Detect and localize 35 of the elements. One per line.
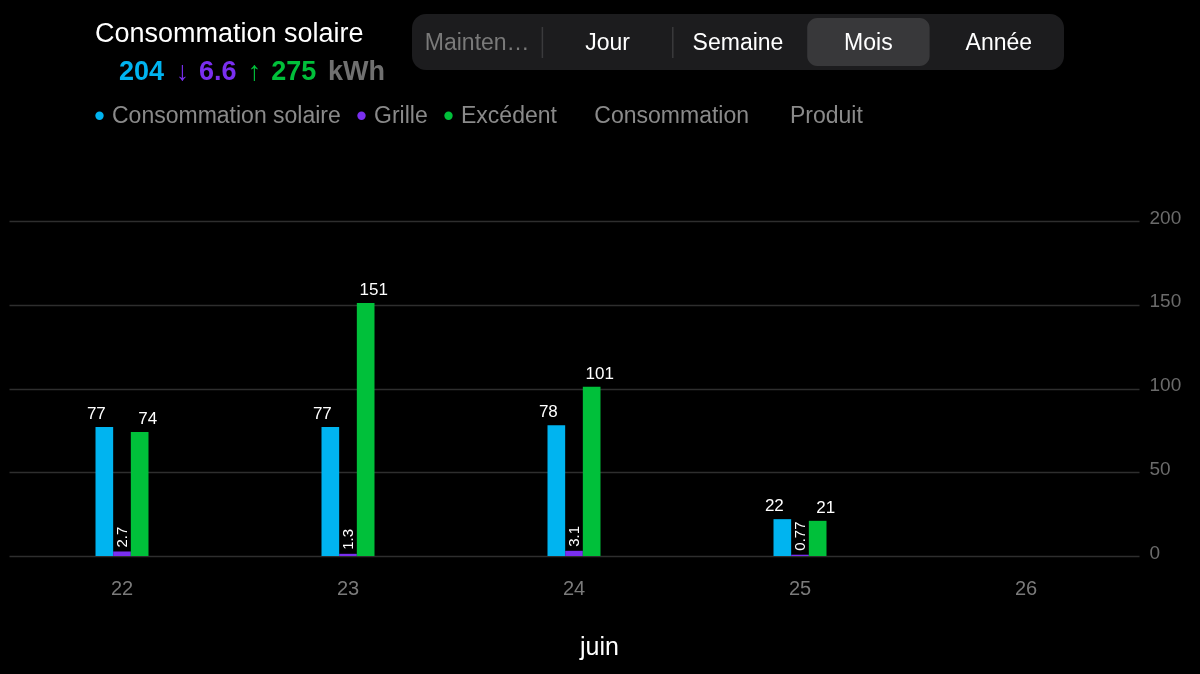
legend-label: Consommation solaire — [112, 101, 341, 128]
text: Produit — [789, 102, 864, 128]
data-label: 151 — [359, 280, 388, 300]
x-axis-title: juin — [579, 631, 619, 660]
x-tick-label: 23 — [336, 576, 360, 599]
data-label: 101 — [585, 363, 614, 383]
x-tick-label: 24 — [562, 576, 586, 599]
x-tick-label: 25 — [788, 576, 812, 599]
text: Jour — [585, 29, 631, 55]
data-label: 77 — [312, 404, 332, 424]
text: Année — [965, 29, 1033, 55]
y-tick-label: 0 — [1149, 541, 1161, 563]
y-tick-label: 100 — [1149, 374, 1182, 395]
text: Mois — [844, 29, 893, 55]
y-tick-label: 150 — [1149, 290, 1182, 312]
y-tick-label: 200 — [1149, 206, 1182, 228]
data-label: 74 — [138, 409, 158, 429]
data-label: 1.3 — [339, 528, 356, 550]
legend-label: Excédent — [461, 101, 558, 128]
chart-subtitle: 204 ↓ 6.6 ↑ 275 kWh — [119, 56, 385, 86]
data-label: 3.1 — [565, 525, 582, 547]
data-label: 2.7 — [113, 526, 130, 548]
x-tick-label: 26 — [1014, 576, 1038, 599]
y-tick-label: 50 — [1149, 457, 1171, 479]
data-label: 77 — [86, 404, 106, 424]
data-label: 0.77 — [791, 521, 808, 551]
text: Consommation — [594, 102, 750, 128]
text: Semaine — [692, 29, 784, 55]
data-label: 21 — [816, 497, 836, 517]
chart-title: Consommation solaire — [95, 18, 364, 48]
legend-label: Grille — [374, 101, 428, 128]
text: Mainten… — [424, 29, 530, 55]
x-tick-label: 22 — [110, 576, 134, 599]
data-label: 78 — [538, 402, 558, 422]
data-label: 22 — [764, 496, 784, 516]
